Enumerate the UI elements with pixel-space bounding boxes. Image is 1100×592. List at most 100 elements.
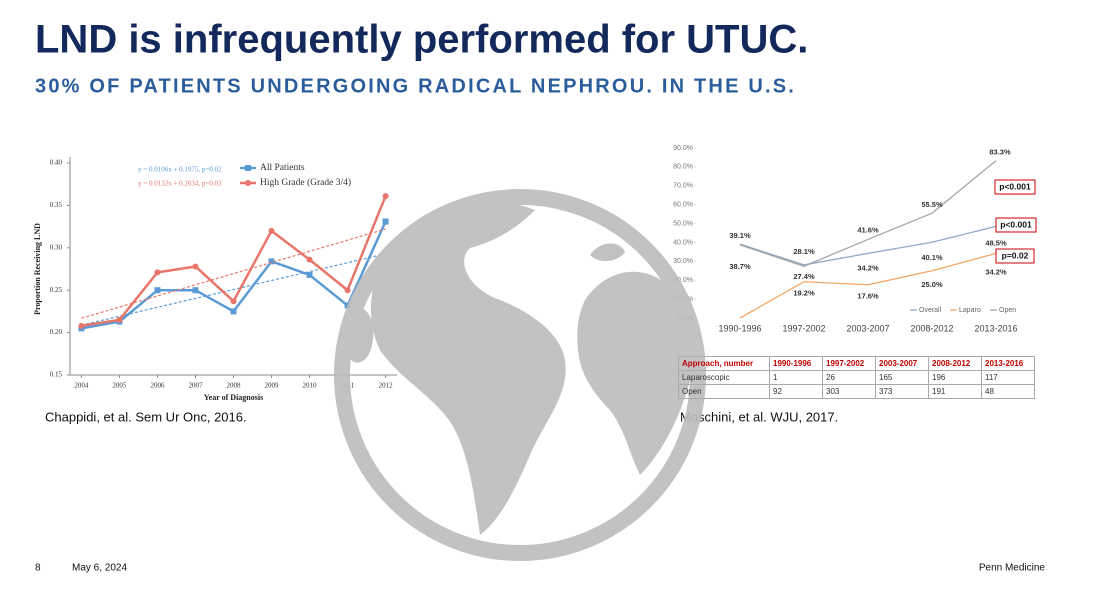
y-tick-label: 0.35: [50, 201, 63, 209]
data-label: 41.6%: [857, 225, 879, 234]
data-label: 38.7%: [729, 262, 751, 271]
legend-label: Laparo: [959, 307, 981, 314]
point: [230, 298, 237, 305]
globe-continent: [342, 307, 374, 363]
point: [154, 269, 161, 276]
table-cell: Approach, number: [678, 356, 770, 371]
y-tick-label: 0.15: [50, 371, 63, 379]
table-cell: 373: [875, 384, 929, 399]
x-tick-label: 2007: [188, 382, 203, 390]
y-tick-label: 0.20: [50, 328, 63, 336]
slide-title: LND is infrequently performed for UTUC.: [35, 18, 808, 62]
table-row: Laparoscopic 1 26 165 196 117: [678, 370, 1035, 385]
table-cell: Open: [678, 384, 770, 399]
x-tick-label: 2004: [74, 382, 89, 390]
point: [192, 287, 199, 294]
point: [306, 256, 313, 263]
p-value: p=0.02: [1002, 250, 1029, 260]
series-line: [739, 252, 997, 319]
x-tick-label: 2003-2007: [846, 323, 889, 333]
series-line: [81, 195, 387, 328]
y-tick-label: 0.30: [50, 243, 63, 251]
data-label: 39.1%: [729, 231, 751, 240]
y-axis-title: Proportion Receiving LND: [33, 223, 42, 315]
table-cell: 117: [981, 370, 1035, 385]
p-value-box: [995, 217, 1037, 233]
point: [268, 258, 275, 265]
y-tick-label: 0.40: [50, 159, 63, 167]
table-cell: 2008-2012: [928, 356, 982, 371]
p-value: p<0.001: [999, 181, 1031, 191]
x-tick-label: 1990-1996: [718, 323, 761, 333]
citation: Moschini, et al. WJU, 2017.: [680, 409, 838, 424]
data-label: 40.1%: [921, 253, 943, 262]
x-tick-label: 2005: [112, 382, 127, 390]
y-tick-label: 70.0%: [673, 183, 693, 190]
p-value-box: [994, 179, 1036, 195]
date: May 6, 2024: [72, 563, 127, 574]
table-cell: 2003-2007: [875, 356, 929, 371]
equation: y = 0.0132x + 0.2034, p=0.03: [138, 180, 222, 188]
equation: y = 0.0106x + 0.1975, p=0.02: [138, 166, 222, 174]
data-label: 55.5%: [921, 200, 943, 209]
brand: Penn Medicine: [979, 563, 1046, 574]
point: [230, 308, 237, 315]
p-value-box: [995, 248, 1035, 264]
point: [382, 193, 389, 200]
data-label: 83.3%: [989, 148, 1011, 157]
series-line: [739, 160, 997, 267]
point: [154, 287, 161, 294]
legend-label: Open: [999, 307, 1016, 314]
data-label: 27.4%: [793, 272, 815, 281]
x-axis-title: Year of Diagnosis: [204, 393, 263, 402]
table-cell: 1990-1996: [769, 356, 823, 371]
y-tick-label: 90.0%: [673, 145, 693, 152]
point: [78, 322, 85, 329]
citation: Chappidi, et al. Sem Ur Onc, 2016.: [45, 409, 247, 424]
legend-label: All Patients: [260, 163, 305, 173]
p-value: p<0.001: [1000, 219, 1032, 229]
table-cell: 1: [769, 370, 823, 385]
point: [192, 263, 199, 270]
page-number: 8: [35, 563, 41, 574]
globe-continent: [577, 271, 692, 475]
data-label: 19.2%: [793, 289, 815, 298]
data-table: Approach, number 1990-1996 1997-2002 2003-2…: [678, 356, 1035, 399]
data-label: 17.6%: [857, 292, 879, 301]
data-label: 28.1%: [793, 247, 815, 256]
data-label: 34.2%: [857, 263, 879, 272]
table-cell: 165: [875, 370, 929, 385]
x-tick-label: 2013-2016: [974, 323, 1017, 333]
table-cell: 48: [981, 384, 1035, 399]
y-tick-label: 60.0%: [673, 202, 693, 209]
x-tick-label: 2012: [379, 382, 394, 390]
table-cell: Laparoscopic: [678, 370, 770, 385]
table-cell: 92: [769, 384, 823, 399]
table-cell: 303: [822, 384, 876, 399]
point: [306, 271, 313, 278]
point: [268, 227, 275, 234]
data-label: 34.2%: [985, 267, 1007, 276]
legend-marker: [245, 180, 251, 186]
x-tick-label: 2008: [227, 382, 242, 390]
x-tick-label: 1997-2002: [782, 323, 825, 333]
point: [116, 316, 123, 323]
trend-line: [81, 253, 386, 326]
y-tick-label: 0.25: [50, 286, 63, 294]
data-label: 48.5%: [985, 238, 1007, 247]
table-cell: 26: [822, 370, 876, 385]
table-row: Open 92 303 373 191 48: [678, 384, 1035, 399]
x-tick-label: 2008-2012: [910, 323, 953, 333]
x-tick-label: 2009: [265, 382, 280, 390]
y-tick-label: 20.0%: [673, 277, 693, 284]
data-label: 25.0%: [921, 280, 943, 289]
table-cell: 2013-2016: [981, 356, 1035, 371]
globe-continent: [370, 202, 566, 535]
x-tick-label: 2006: [150, 382, 165, 390]
trend-line: [81, 228, 386, 319]
legend-label: Overall: [919, 307, 942, 314]
table-cell: 1997-2002: [822, 356, 876, 371]
globe-continent: [590, 243, 625, 262]
